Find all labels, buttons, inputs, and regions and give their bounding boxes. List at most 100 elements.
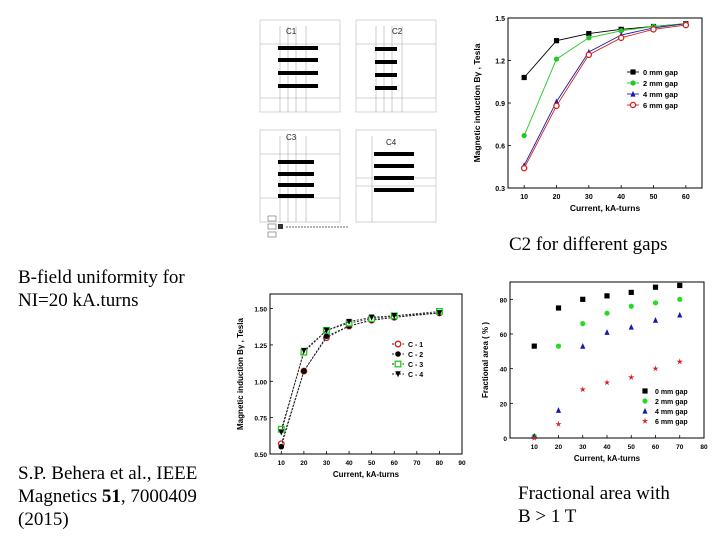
- x-tick-label: 60: [682, 194, 690, 201]
- legend-marker: [629, 101, 637, 109]
- x-tick-label: 90: [458, 460, 466, 467]
- legend-label: 2 mm gap: [643, 79, 678, 88]
- legend-marker: [394, 340, 402, 348]
- legend-marker: [394, 360, 402, 368]
- plot-frame: [269, 293, 463, 455]
- x-tick-label: 30: [323, 460, 331, 467]
- x-tick-label: 20: [553, 194, 561, 201]
- series-2-mm-gap-point: [521, 132, 527, 139]
- citation-line3: (2015): [18, 509, 69, 530]
- x-axis-label: Current, kA-turns: [333, 470, 400, 479]
- series-0-mm-gap: [531, 282, 683, 349]
- config-panel-c3: C3: [259, 129, 348, 238]
- series-0-mm-gap-point: [628, 289, 634, 295]
- series-6-mm-gap: [520, 21, 690, 172]
- legend-label: 2 mm gap: [655, 399, 688, 406]
- series-6-mm-gap-line: [523, 24, 686, 169]
- citation-journal: Magnetics: [18, 486, 102, 507]
- series-2-mm-gap-point: [580, 321, 586, 327]
- legend-marker: [642, 398, 648, 404]
- legend-label: C - 2: [408, 352, 423, 359]
- x-tick-label: 40: [617, 194, 625, 201]
- series-6-mm-gap-point: [603, 379, 611, 386]
- x-tick-label: 10: [278, 460, 286, 467]
- series-6-mm-gap-point: [555, 420, 562, 427]
- config-panels: C1 C2: [258, 18, 454, 240]
- legend-marker: [395, 371, 401, 378]
- x-tick-label: 50: [368, 460, 376, 467]
- series-c---2-line: [280, 312, 440, 447]
- series-c---2-point: [301, 368, 307, 374]
- series-2-mm-gap: [531, 296, 683, 439]
- series-c---4-point: [278, 429, 285, 436]
- legend-label: 6 mm gap: [643, 101, 678, 110]
- series-6-mm-gap-point: [652, 365, 659, 372]
- legend-marker: [395, 351, 401, 357]
- caption-c2-gaps: C2 for different gaps: [509, 234, 668, 255]
- config-panels-svg: C1 C2: [259, 19, 437, 238]
- y-tick-label: 1.5: [495, 16, 505, 23]
- series-c---2-point: [323, 333, 330, 339]
- series-2-mm-gap-point: [628, 303, 634, 309]
- y-tick-label: 20: [500, 401, 508, 408]
- y-tick-label: 0: [503, 436, 507, 443]
- y-tick-label: 1.50: [254, 307, 267, 314]
- legend: 0 mm gap 2 mm gap 4 mm gap 6 mm gap: [627, 68, 678, 110]
- config-chart-svg: 10 20 30 40 50 60 70 80 90 0.50 0.75 1.00 1.25 1.50 Cu…: [236, 293, 466, 479]
- y-tick-label: 40: [500, 367, 508, 374]
- fraction-chart: 10 20 30 40 50 60 70 80 0 20 40 60 80 Current, kA-tur…: [478, 272, 712, 472]
- legend-label: C - 1: [408, 342, 423, 349]
- citation-line1: S.P. Behera et al., IEEE: [18, 463, 198, 484]
- x-tick-label: 80: [700, 444, 708, 451]
- legend-label: C - 4: [408, 372, 423, 379]
- y-tick-label: 0.9: [495, 101, 505, 108]
- x-tick-label: 30: [585, 194, 593, 201]
- legend-marker: [641, 417, 649, 424]
- series-0-mm-gap-point: [521, 74, 527, 81]
- series-2-mm-gap-line: [523, 23, 686, 136]
- legend: 0 mm gap 2 mm gap 4 mm gap 6 mm gap: [641, 388, 688, 426]
- series-c---4-point: [346, 318, 352, 325]
- series-2-mm-gap-point: [555, 343, 562, 349]
- x-tick-label: 10: [520, 194, 528, 201]
- legend-marker: [630, 90, 636, 97]
- series-6-mm-gap-point: [553, 102, 560, 110]
- series-4-mm-gap-point: [677, 311, 683, 318]
- x-tick-label: 40: [603, 444, 611, 451]
- series-2-mm-gap-point: [553, 56, 560, 62]
- series-c---4-point: [301, 347, 307, 355]
- config-panel-c1: C1: [259, 19, 341, 113]
- series-c---2: [278, 310, 443, 450]
- config-chart: 10 20 30 40 50 60 70 80 90 0.50 0.75 1.00 1.25 1.50 Cu…: [236, 282, 472, 482]
- x-tick-label: 60: [391, 460, 399, 467]
- series-c---4-point: [323, 327, 330, 334]
- series-4-mm-gap-point: [555, 407, 562, 413]
- x-tick-label: 40: [345, 460, 353, 467]
- fraction-chart-svg: 10 20 30 40 50 60 70 80 0 20 40 60 80 Current, kA-tur…: [481, 281, 708, 463]
- series-4-mm-gap-point: [604, 329, 610, 335]
- y-axis-label: Magnetic induction Bγ , Tesla: [236, 318, 245, 430]
- series-2-mm-gap-point: [618, 28, 624, 34]
- y-tick-label: 1.25: [254, 343, 267, 350]
- config-label-c4: C4: [386, 138, 397, 147]
- series-6-mm-gap-point: [617, 34, 625, 42]
- series-0-mm-gap-point: [531, 343, 537, 349]
- y-axis-label: Fractional area ( % ): [481, 322, 490, 398]
- x-axis-label: Current, kA-turns: [574, 454, 641, 463]
- x-tick-label: 20: [300, 460, 308, 467]
- series-0-mm-gap-point: [580, 296, 586, 302]
- legend-label: 4 mm gap: [655, 409, 688, 416]
- series-c---4-point: [391, 313, 398, 320]
- series-c---2-point: [278, 443, 285, 450]
- legend-label: 4 mm gap: [643, 90, 678, 99]
- citation-pages: , 7000409: [120, 486, 197, 507]
- legend-marker: [630, 69, 636, 75]
- series-4-mm-gap-point: [652, 317, 659, 323]
- gap-chart-svg: 10 20 30 40 50 60 0.3 0.6 0.9 1.2 1.5 Current, kA-t…: [472, 16, 703, 213]
- config-label-c1: C1: [286, 27, 297, 36]
- series-4-mm-gap-point: [553, 98, 560, 105]
- series-0-mm-gap-point: [652, 284, 659, 290]
- series-6-mm-gap-point: [531, 434, 538, 441]
- series-0-mm-gap-point: [677, 282, 683, 289]
- series-0-mm-gap-point: [586, 30, 592, 37]
